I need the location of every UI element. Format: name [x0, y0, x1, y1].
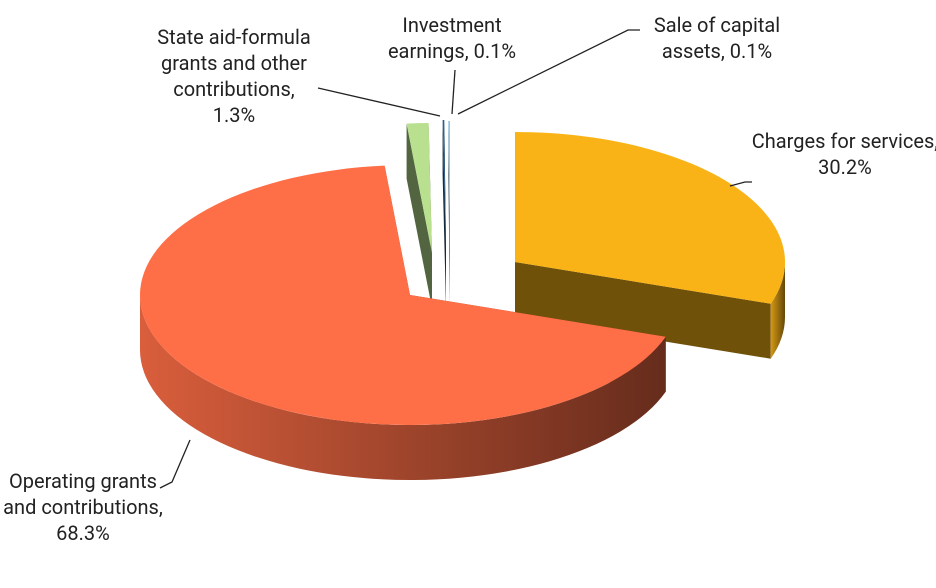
slice-top: [448, 121, 450, 251]
leader-line: [729, 181, 752, 187]
pie-slice: [442, 120, 446, 306]
pie-slice: [515, 132, 785, 359]
slice-label: Charges for services, 30.2%: [751, 129, 936, 179]
slice-cut-face: [442, 120, 446, 306]
slice-label: Investment earnings, 0.1%: [387, 13, 517, 63]
slice-cut-face: [448, 121, 450, 306]
slice-top: [139, 165, 666, 425]
slice-label: Sale of capital assets, 0.1%: [653, 13, 781, 63]
slice-cut-face: [406, 123, 432, 309]
slice-wall: [770, 262, 785, 359]
slice-label: Operating grants and contributions, 68.3…: [3, 469, 163, 545]
slice-top: [515, 132, 785, 304]
slice-label: State aid-formula grants and other contr…: [157, 25, 311, 127]
pie-slice: [448, 121, 450, 306]
pie-slice: [406, 123, 432, 309]
leader-line: [317, 87, 441, 117]
slice-wall: [140, 295, 666, 480]
pie-slice: [139, 165, 666, 480]
leader-line: [159, 439, 191, 489]
slices: [139, 120, 785, 480]
leader-line: [457, 29, 640, 115]
leader-line: [451, 69, 456, 115]
slice-top: [406, 123, 432, 254]
slice-cut-face: [515, 262, 771, 359]
slice-top: [442, 120, 446, 250]
